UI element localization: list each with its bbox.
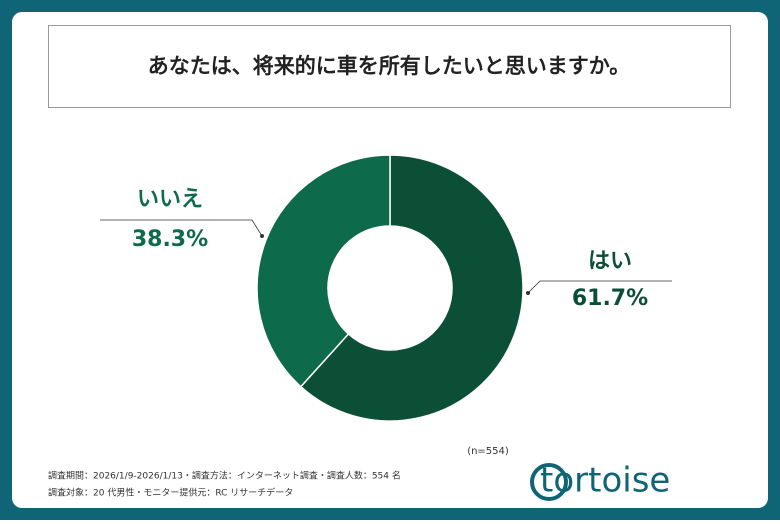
donut-slice <box>256 154 391 388</box>
chart-title: あなたは、将来的に車を所有したいと思いますか。 <box>148 54 631 78</box>
leader-dot <box>260 234 264 238</box>
leader-dot <box>526 291 530 295</box>
leader-line <box>100 219 263 237</box>
category-label: はい <box>588 249 632 274</box>
category-label: いいえ <box>137 187 203 212</box>
logo: tortoise <box>540 461 670 501</box>
footnote: 調査期間：2026/1/9-2026/1/13・調査方法：インターネット調査・調… <box>48 470 401 482</box>
panel <box>12 12 768 508</box>
title-box <box>48 25 731 108</box>
value-label: 61.7% <box>572 286 648 311</box>
value-label: 38.3% <box>132 227 208 252</box>
donut-slice <box>299 154 524 422</box>
logo-ring <box>530 463 568 501</box>
footnote: 調査対象：20 代男性・モニター提供元：RC リサーチデータ <box>48 487 293 499</box>
leader-line <box>527 280 672 294</box>
note: (n=554) <box>467 446 509 457</box>
